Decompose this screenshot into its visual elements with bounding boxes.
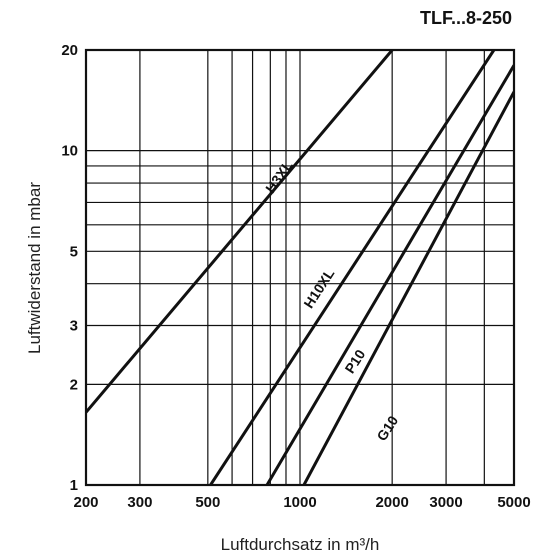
y-tick-label: 2 (70, 376, 78, 393)
x-tick-label: 500 (195, 494, 220, 511)
y-tick-labels: 1 2 3 5 10 20 (61, 42, 78, 494)
series-label-g10: G10 (373, 413, 401, 444)
series-line-h10xl (209, 50, 496, 485)
series-lines (86, 50, 514, 485)
chart-title: TLF...8-250 (420, 8, 512, 28)
y-tick-label: 3 (70, 317, 78, 334)
x-tick-labels: 200 300 500 1000 2000 3000 5000 (73, 494, 530, 511)
y-tick-label: 20 (61, 42, 78, 59)
x-tick-label: 2000 (375, 494, 408, 511)
series-line-h3xl (86, 50, 394, 414)
y-tick-label: 5 (70, 243, 78, 260)
y-axis-label: Luftwiderstand in mbar (25, 182, 44, 354)
y-tick-label: 10 (61, 143, 78, 160)
x-tick-label: 200 (73, 494, 98, 511)
plot-frame (84, 48, 516, 487)
series-label-h3xl: H3XL (262, 157, 296, 196)
x-axis-label: Luftdurchsatz in m³/h (221, 535, 380, 554)
x-tick-label: 5000 (497, 494, 530, 511)
series-line-g10 (302, 91, 514, 485)
series-line-p10 (265, 64, 514, 485)
x-tick-label: 3000 (429, 494, 462, 511)
x-tick-label: 300 (127, 494, 152, 511)
x-tick-label: 1000 (283, 494, 316, 511)
series-label-h10xl: H10XL (300, 265, 337, 311)
y-tick-label: 1 (70, 477, 78, 494)
